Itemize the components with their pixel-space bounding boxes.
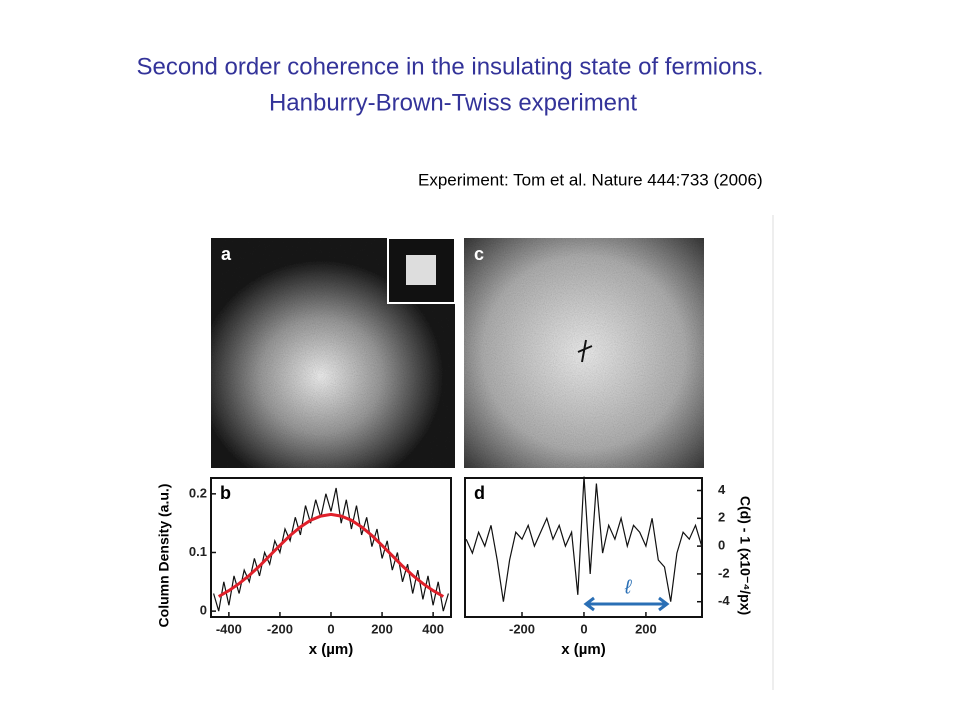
annotation-arrow [583, 596, 670, 612]
panel-label: a [221, 244, 232, 264]
panel-label: d [474, 483, 485, 503]
x-tick-label: -400 [216, 621, 242, 636]
y-tick-label: 0.2 [189, 485, 207, 500]
y-tick-label: 0.1 [189, 544, 207, 559]
annotation: ℓ [624, 576, 633, 598]
data-line [217, 512, 445, 598]
y-axis-label: Column Density (a.u.) [156, 484, 172, 628]
x-axis-label: x (µm) [561, 641, 605, 658]
citation: Experiment: Tom et al. Nature 444:733 (2… [418, 170, 763, 189]
inset-square [406, 255, 436, 285]
x-tick-label: 200 [635, 621, 657, 636]
panel-label: c [474, 244, 484, 264]
title-line: Second order coherence in the insulating… [136, 53, 763, 80]
plot-area [211, 478, 451, 617]
x-tick-label: 0 [327, 621, 334, 636]
x-tick-label: 400 [422, 621, 444, 636]
y-tick-label: -4 [718, 593, 730, 608]
y-axis-label: C(d) - 1 (x10⁻⁴/px) [737, 496, 753, 615]
plot-frame [464, 477, 703, 618]
y-tick-label: 0 [200, 603, 207, 618]
y-tick-label: -2 [718, 565, 730, 580]
panel-label: b [220, 483, 231, 503]
x-tick-label: 0 [580, 621, 587, 636]
title-line: Hanburry-Brown-Twiss experiment [269, 89, 637, 116]
y-tick-label: 2 [718, 510, 725, 525]
x-axis-label: x (µm) [309, 641, 353, 658]
plot-frame [210, 477, 452, 618]
x-tick-label: -200 [509, 621, 535, 636]
center-mark [577, 339, 593, 363]
x-tick-label: 200 [371, 621, 393, 636]
y-tick-label: 0 [718, 538, 725, 553]
y-tick-label: 4 [718, 482, 726, 497]
plot-area [465, 478, 702, 617]
x-tick-label: -200 [267, 621, 293, 636]
data-line [465, 476, 703, 602]
